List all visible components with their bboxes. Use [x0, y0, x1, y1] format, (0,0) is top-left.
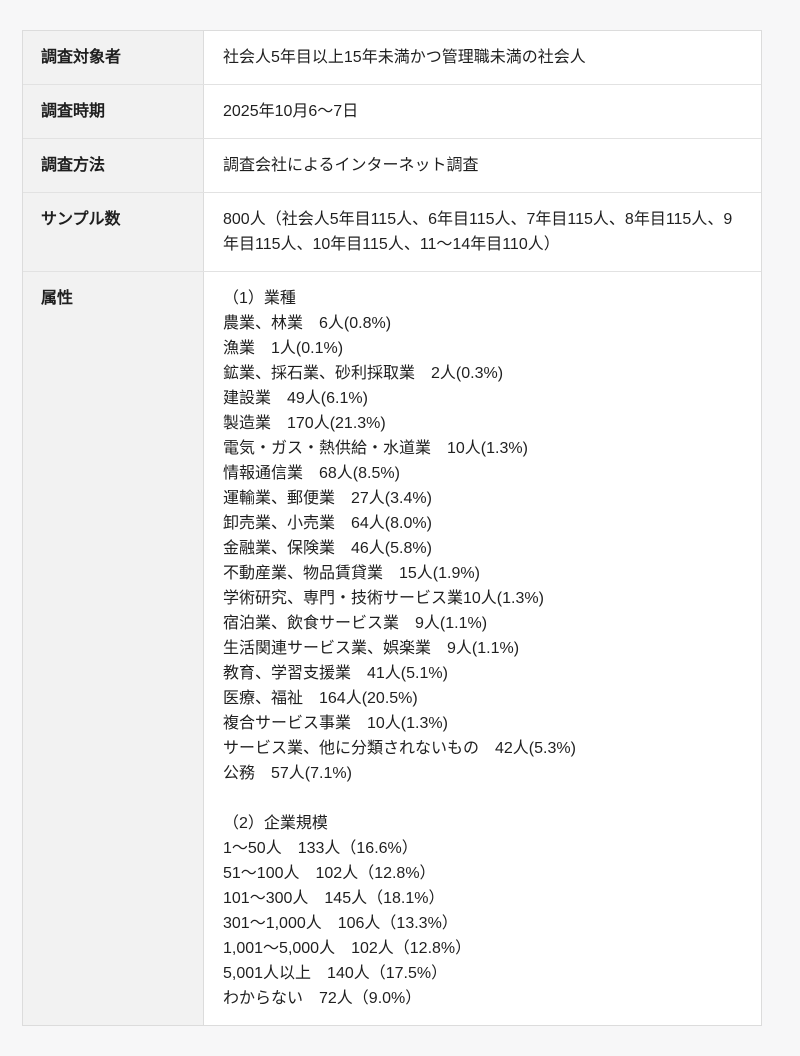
value-line: 学術研究、専門・技術サービス業10人(1.3%) [223, 590, 544, 607]
value-line: 1,001〜5,000人 102人（12.8%） [223, 940, 472, 957]
value-line: 不動産業、物品賃貸業 15人(1.9%) [223, 565, 480, 582]
row-header: 属性 [23, 272, 204, 1025]
row-header: 調査時期 [23, 85, 204, 138]
value-line: 金融業、保険業 46人(5.8%) [223, 540, 432, 557]
table-row-sample-size: サンプル数 800人（社会人5年目115人、6年目115人、7年目115人、8年… [23, 192, 761, 271]
value-line: 農業、林業 6人(0.8%) [223, 315, 392, 332]
value-line: 301〜1,000人 106人（13.3%） [223, 915, 458, 932]
value-line: 宿泊業、飲食サービス業 9人(1.1%) [223, 615, 488, 632]
table-row-attributes: 属性 （1）業種農業、林業 6人(0.8%) 漁業 1人(0.1%) 鉱業、採石業、… [23, 271, 761, 1025]
value-line: サービス業、他に分類されないもの 42人(5.3%) [223, 740, 576, 757]
value-line: 医療、福祉 164人(20.5%) [223, 690, 418, 707]
value-line [223, 786, 741, 811]
survey-overview-table: 調査対象者 社会人5年目以上15年未満かつ管理職未満の社会人 調査時期 2025… [22, 30, 762, 1026]
value-line: 建設業 49人(6.1%) [223, 390, 368, 407]
value-line: 101〜300人 145人（18.1%） [223, 890, 445, 907]
table-row-survey-period: 調査時期 2025年10月6〜7日 [23, 84, 761, 138]
value-line: 鉱業、採石業、砂利採取業 2人(0.3%) [223, 365, 504, 382]
value-line: 漁業 1人(0.1%) [223, 340, 344, 357]
value-line: 電気・ガス・熱供給・水道業 10人(1.3%) [223, 440, 528, 457]
value-line: 運輸業、郵便業 27人(3.4%) [223, 490, 432, 507]
value-line: 教育、学習支援業 41人(5.1%) [223, 665, 448, 682]
value-line: 生活関連サービス業、娯楽業 9人(1.1%) [223, 640, 520, 657]
value-line: わからない 72人（9.0%） [223, 990, 422, 1007]
row-value: （1）業種農業、林業 6人(0.8%) 漁業 1人(0.1%) 鉱業、採石業、砂利採… [204, 272, 761, 1025]
value-line: 製造業 170人(21.3%) [223, 415, 386, 432]
row-value: 800人（社会人5年目115人、6年目115人、7年目115人、8年目115人、… [204, 193, 761, 271]
value-line: 複合サービス事業 10人(1.3%) [223, 715, 448, 732]
row-header: サンプル数 [23, 193, 204, 271]
value-line: 1〜50人 133人（16.6%） [223, 840, 418, 857]
row-header: 調査方法 [23, 139, 204, 192]
value-line: 公務 57人(7.1%) [223, 765, 352, 782]
row-header: 調査対象者 [23, 31, 204, 84]
value-line: 卸売業、小売業 64人(8.0%) [223, 515, 432, 532]
value-line: （1）業種 [223, 290, 296, 307]
table-row-survey-target: 調査対象者 社会人5年目以上15年未満かつ管理職未満の社会人 [23, 31, 761, 84]
value-line: 情報通信業 68人(8.5%) [223, 465, 400, 482]
table-row-survey-method: 調査方法 調査会社によるインターネット調査 [23, 138, 761, 192]
value-line: 5,001人以上 140人（17.5%） [223, 965, 448, 982]
value-line: 51〜100人 102人（12.8%） [223, 865, 436, 882]
row-value: 調査会社によるインターネット調査 [204, 139, 761, 192]
value-line: （2）企業規模 [223, 815, 328, 832]
row-value: 2025年10月6〜7日 [204, 85, 761, 138]
row-value: 社会人5年目以上15年未満かつ管理職未満の社会人 [204, 31, 761, 84]
